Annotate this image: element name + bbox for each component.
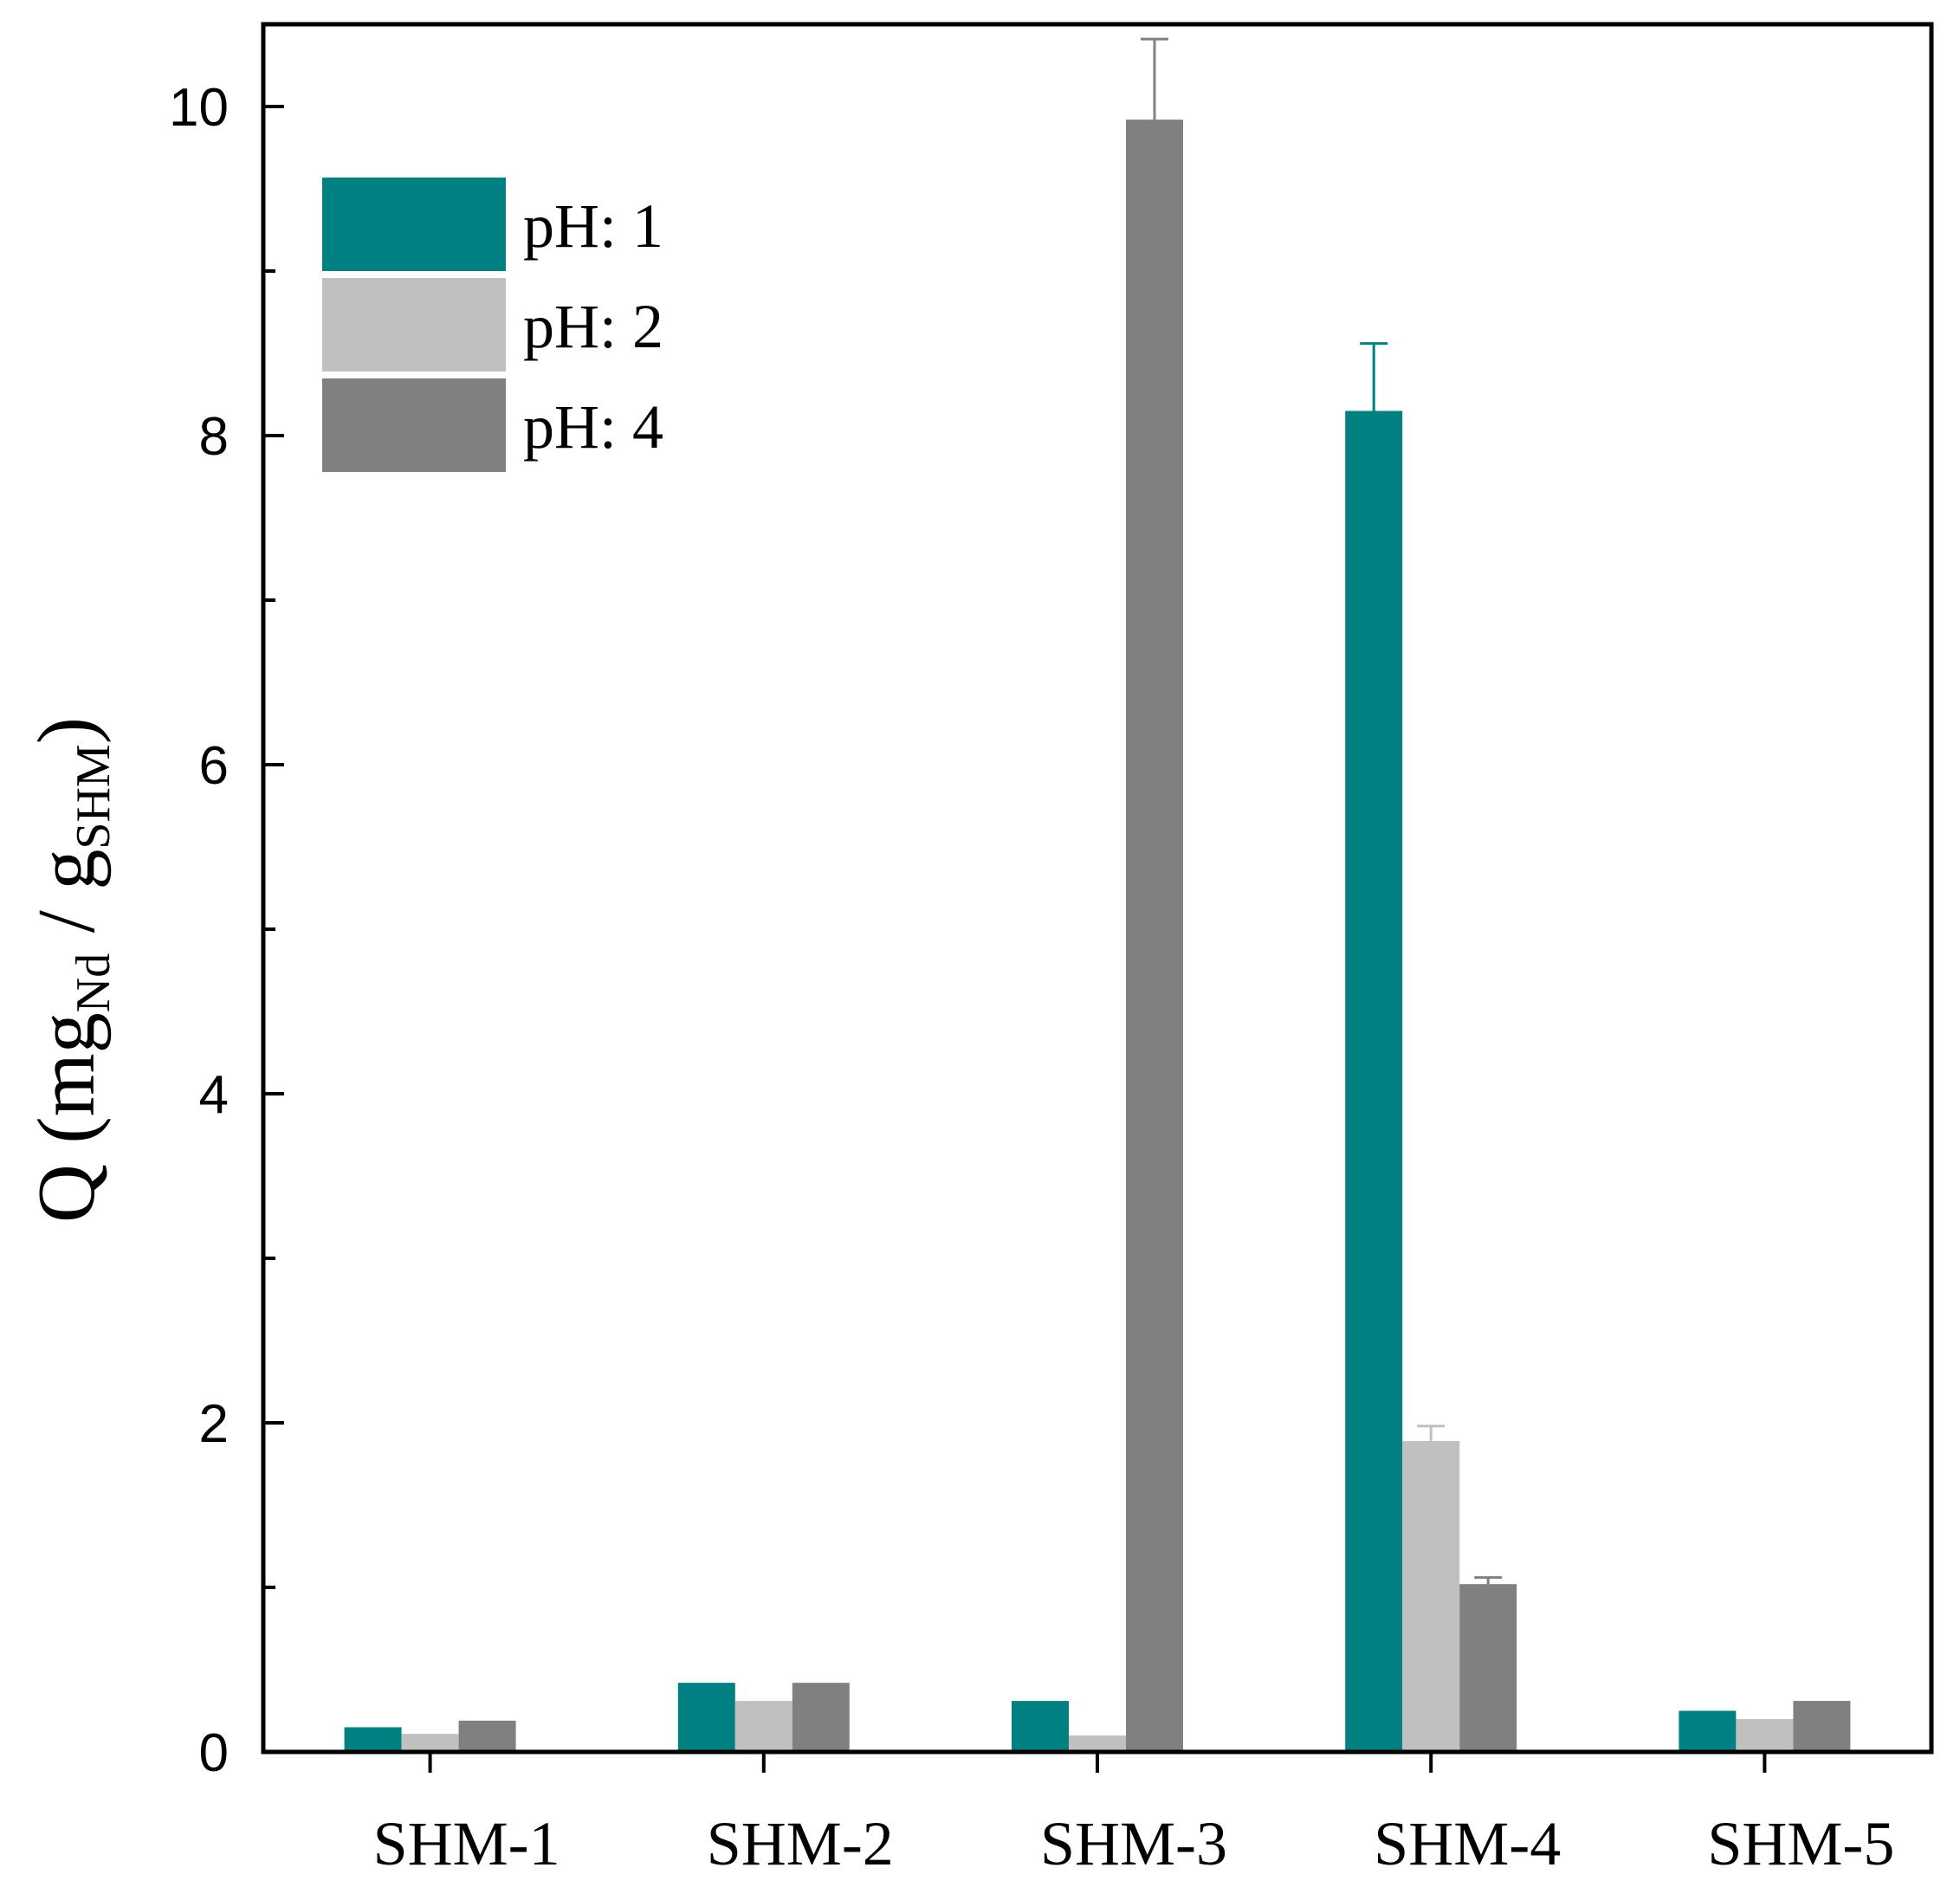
x-tick-label-shm-1: SHM-1 xyxy=(373,1809,560,1878)
bar-shm-4-series-3 xyxy=(1459,1584,1517,1752)
bar-shm-5-series-3 xyxy=(1793,1701,1851,1752)
bar-shm-2-series-2 xyxy=(734,1701,792,1752)
x-tick-label-shm-4: SHM-4 xyxy=(1374,1809,1561,1878)
bar-shm-5-series-2 xyxy=(1736,1719,1794,1752)
legend-label-3: pH: 4 xyxy=(523,392,663,462)
bar-shm-1-series-3 xyxy=(458,1720,516,1752)
y-tick-label-6: 6 xyxy=(199,736,229,796)
axes-layer: SHM-1 SHM-2 SHM-3 SHM-4 SHM-5 0 2 4 6 8 10 xyxy=(169,22,1934,1878)
x-tick-label-shm-2: SHM-2 xyxy=(707,1809,894,1878)
legend: pH: 1 pH: 2 pH: 4 xyxy=(322,178,663,472)
bar-shm-4-series-2 xyxy=(1402,1440,1460,1752)
bars-layer xyxy=(344,37,1851,1753)
bar-shm-3-series-2 xyxy=(1069,1735,1126,1752)
y-tick-label-10: 10 xyxy=(169,78,229,138)
bar-shm-4-series-1 xyxy=(1345,410,1403,1752)
bar-shm-5-series-1 xyxy=(1679,1710,1737,1752)
legend-label-1: pH: 1 xyxy=(523,191,663,261)
y-tick-label-0: 0 xyxy=(199,1723,229,1783)
bar-shm-1-series-2 xyxy=(401,1734,459,1752)
bar-shm-2-series-1 xyxy=(677,1683,735,1752)
bar-shm-2-series-3 xyxy=(792,1683,850,1752)
bar-shm-3-series-1 xyxy=(1012,1701,1069,1752)
y-tick-label-4: 4 xyxy=(199,1065,229,1125)
bar-shm-1-series-1 xyxy=(344,1727,402,1752)
legend-swatch-2 xyxy=(322,278,506,372)
legend-swatch-1 xyxy=(322,178,506,271)
y-axis-label: Q (mgNd / gSHM) xyxy=(22,717,120,1223)
plot-frame xyxy=(261,22,1934,1755)
y-tick-label-8: 8 xyxy=(199,407,229,467)
x-tick-label-shm-5: SHM-5 xyxy=(1707,1809,1894,1878)
legend-label-2: pH: 2 xyxy=(523,292,663,361)
y-tick-label-2: 2 xyxy=(199,1394,229,1454)
legend-swatch-3 xyxy=(322,378,506,472)
x-tick-label-shm-3: SHM-3 xyxy=(1040,1809,1227,1878)
bar-shm-3-series-3 xyxy=(1126,120,1183,1753)
